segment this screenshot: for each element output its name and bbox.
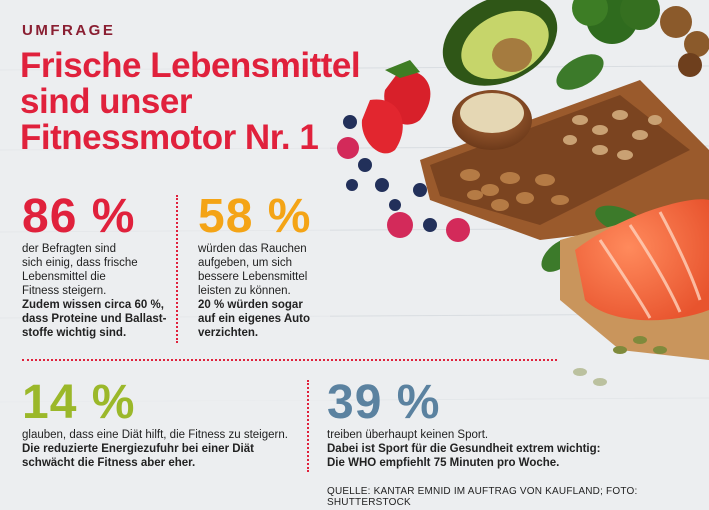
stat-text: treiben überhaupt keinen Sport. xyxy=(327,428,647,442)
text-line: Die WHO empfiehlt 75 Minuten pro Woche. xyxy=(327,457,560,469)
stat-58: 58 % würden das Rauchen aufgeben, um sic… xyxy=(198,192,328,340)
text-line: aufgeben, um sich xyxy=(198,257,292,269)
divider-vertical xyxy=(307,380,309,472)
divider-horizontal xyxy=(22,359,557,361)
text-line: würden das Rauchen xyxy=(198,243,307,255)
stat-value: 86 % xyxy=(22,190,136,243)
stat-value: 39 % xyxy=(327,376,441,429)
text-line: der Befragten sind xyxy=(22,243,116,255)
stat-bold-text: Zudem wissen circa 60 %, dass Proteine u… xyxy=(22,298,172,340)
stat-bold-text: Dabei ist Sport für die Gesundheit extre… xyxy=(327,442,647,470)
text-line: leisten zu können. xyxy=(198,285,291,297)
stat-text: würden das Rauchen aufgeben, um sich bes… xyxy=(198,242,328,298)
stat-bold-text: Die reduzierte Energiezufuhr bei einer D… xyxy=(22,442,312,470)
headline-line: Fitnessmotor Nr. 1 xyxy=(20,118,319,157)
overline: UMFRAGE xyxy=(22,22,116,39)
text-line: Die reduzierte Energiezufuhr bei einer D… xyxy=(22,443,254,455)
text-line: Dabei ist Sport für die Gesundheit extre… xyxy=(327,443,601,455)
broccoli xyxy=(572,0,660,44)
strawberries xyxy=(361,60,431,154)
headline-line: sind unser xyxy=(20,82,192,121)
text-line: treiben überhaupt keinen Sport. xyxy=(327,429,489,441)
stat-86: 86 % der Befragten sind sich einig, dass… xyxy=(22,192,172,340)
stat-text: glauben, dass eine Diät hilft, die Fitne… xyxy=(22,428,312,442)
stat-14: 14 % glauben, dass eine Diät hilft, die … xyxy=(22,378,312,470)
stat-bold-text: 20 % würden sogar auf ein eigenes Auto v… xyxy=(198,298,328,340)
text-line: schwächt die Fitness aber eher. xyxy=(22,457,196,469)
stat-text: der Befragten sind sich einig, dass fris… xyxy=(22,242,172,298)
text-line: stoffe wichtig sind. xyxy=(22,327,127,339)
text-line: glauben, dass eine Diät hilft, die Fitne… xyxy=(22,429,288,441)
headline: Frische Lebensmittel sind unser Fitnessm… xyxy=(20,48,380,156)
text-line: Fitness steigern. xyxy=(22,285,107,297)
text-line: verzichten. xyxy=(198,327,259,339)
text-line: auf ein eigenes Auto xyxy=(198,313,311,325)
text-line: 20 % würden sogar xyxy=(198,299,303,311)
text-line: dass Proteine und Ballast- xyxy=(22,313,167,325)
avocado xyxy=(442,0,558,86)
text-line: Zudem wissen circa 60 %, xyxy=(22,299,164,311)
text-line: bessere Lebensmittel xyxy=(198,271,308,283)
source-credit: QUELLE: KANTAR EMNID IM AUFTRAG VON KAUF… xyxy=(327,486,638,508)
text-line: sich einig, dass frische xyxy=(22,257,138,269)
headline-line: Frische Lebensmittel xyxy=(20,46,361,85)
stat-value: 58 % xyxy=(198,190,312,243)
stat-value: 14 % xyxy=(22,376,136,429)
stat-39: 39 % treiben überhaupt keinen Sport. Dab… xyxy=(327,378,647,470)
text-line: Lebensmittel die xyxy=(22,271,106,283)
divider-vertical xyxy=(176,195,178,343)
